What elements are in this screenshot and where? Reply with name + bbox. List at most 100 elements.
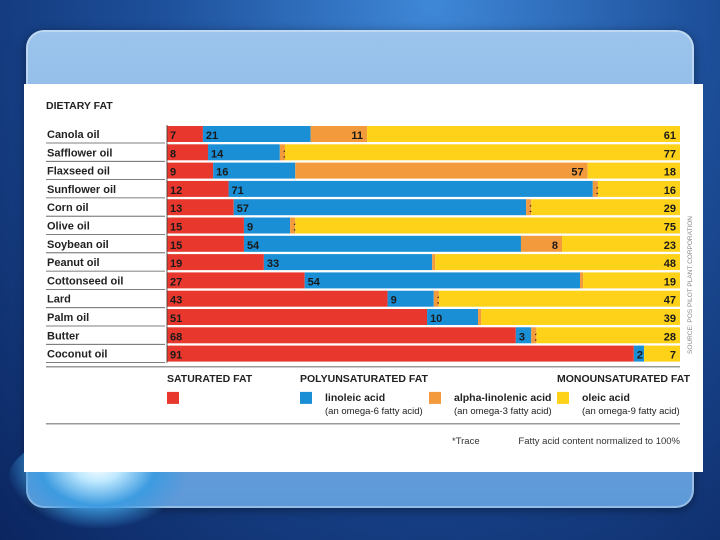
- data-label-saturated: 13: [170, 203, 182, 215]
- category-label: Canola oil: [47, 129, 100, 141]
- bar-segment-linoleic: [213, 162, 296, 179]
- bar-segment-oleic: [367, 126, 680, 142]
- bar-segment-saturated: [167, 199, 234, 216]
- bar-segment-linoleic: [243, 217, 291, 234]
- data-label-oleic: 61: [664, 130, 676, 142]
- data-label-oleic: 7: [670, 350, 676, 362]
- data-label-oleic: 77: [664, 148, 676, 160]
- legend-swatch-alpha: [429, 391, 441, 404]
- bar-segment-linoleic: [208, 144, 280, 161]
- data-label-oleic: 75: [664, 222, 676, 234]
- category-label: Peanut oil: [47, 257, 100, 269]
- bar-segment-alpha: [433, 290, 439, 307]
- data-label-oleic: 28: [664, 331, 676, 343]
- bar-segment-saturated: [167, 180, 229, 197]
- bar-segment-saturated: [167, 162, 214, 179]
- legend-group-header: MONOUNSATURATED FAT: [557, 373, 691, 385]
- data-label-oleic: 39: [664, 313, 676, 325]
- category-label: Sunflower oil: [47, 184, 116, 196]
- data-label-linoleic: 57: [237, 203, 249, 215]
- data-label-alpha: 57: [571, 167, 583, 179]
- bar-segment-alpha: [580, 272, 584, 289]
- bar-segment-oleic: [644, 345, 680, 362]
- data-label-linoleic: 33: [267, 258, 279, 270]
- legend-item-note: (an omega-9 fatty acid): [582, 406, 680, 417]
- data-label-saturated: 91: [170, 350, 182, 362]
- bar-segment-saturated: [167, 217, 244, 234]
- bar-segment-saturated: [167, 272, 305, 289]
- chart-card: DIETARY FAT SOURCE: POS PILOT PLANT CORP…: [24, 84, 703, 472]
- bar-segment-oleic: [583, 272, 680, 289]
- chart-legend: SATURATED FAT POLYUNSATURATED FAT MONOUNSA…: [46, 373, 691, 447]
- category-label: Palm oil: [47, 312, 89, 324]
- bar-segment-alpha: [295, 162, 588, 179]
- legend-group-header: SATURATED FAT: [167, 373, 253, 385]
- data-label-linoleic: 9: [247, 222, 253, 234]
- bar-segment-linoleic: [202, 126, 311, 142]
- legend-swatch-saturated: [167, 391, 179, 404]
- bar-segment-oleic: [531, 199, 680, 216]
- data-label-oleic: 19: [664, 276, 676, 288]
- legend-item-name: oleic acid: [582, 392, 630, 404]
- bar-segment-saturated: [167, 254, 264, 271]
- bar-segment-linoleic: [515, 327, 532, 344]
- bar-segment-alpha: [279, 144, 285, 161]
- legend-item-note: (an omega-3 fatty acid): [454, 406, 552, 417]
- bar-segment-linoleic: [233, 199, 527, 216]
- data-label-alpha: 8: [552, 240, 558, 252]
- bar-segment-alpha: [432, 254, 436, 271]
- bar-segment-alpha: [531, 327, 537, 344]
- source-note: SOURCE: POS PILOT PLANT CORPORATION: [687, 216, 694, 354]
- data-label-saturated: 43: [170, 295, 182, 307]
- dietary-fat-chart: DIETARY FAT SOURCE: POS PILOT PLANT CORP…: [46, 100, 694, 447]
- data-label-saturated: 51: [170, 313, 182, 325]
- data-label-saturated: 8: [170, 148, 176, 160]
- bar-segment-oleic: [481, 309, 680, 325]
- data-label-alpha: 11: [351, 130, 363, 142]
- data-label-linoleic: 2: [637, 350, 643, 362]
- data-label-saturated: 68: [170, 331, 182, 343]
- data-label-oleic: 29: [664, 203, 676, 215]
- category-label: Cottonseed oil: [47, 275, 123, 287]
- data-label-linoleic: 71: [232, 185, 244, 197]
- data-label-linoleic: 3: [519, 331, 525, 343]
- data-label-oleic: 47: [664, 295, 676, 307]
- data-label-saturated: 15: [170, 222, 182, 234]
- bar-segment-linoleic: [387, 290, 434, 307]
- category-label: Safflower oil: [47, 147, 112, 159]
- category-label: Coconut oil: [47, 349, 108, 361]
- category-label: Flaxseed oil: [47, 166, 110, 178]
- footnote-normalized: Fatty acid content normalized to 100%: [518, 436, 680, 447]
- data-label-saturated: 15: [170, 240, 182, 252]
- bar-segment-saturated: [167, 126, 203, 142]
- bar-segment-saturated: [167, 345, 634, 362]
- bar-segment-saturated: [167, 327, 516, 344]
- bar-segment-alpha: [520, 235, 563, 252]
- data-label-linoleic: 54: [247, 240, 260, 252]
- bar-segment-alpha: [290, 217, 296, 234]
- chart-rows: SOURCE: POS PILOT PLANT CORPORATION Canol…: [46, 125, 694, 368]
- bar-segment-oleic: [587, 162, 680, 179]
- bar-segment-saturated: [167, 235, 244, 252]
- bar-segment-alpha: [310, 126, 368, 142]
- footnote-trace: *Trace: [452, 436, 480, 447]
- bar-segment-alpha: [526, 199, 532, 216]
- category-label: Butter: [47, 330, 80, 342]
- data-label-oleic: 48: [664, 258, 676, 270]
- legend-swatch-oleic: [557, 391, 569, 404]
- bar-segment-alpha: [478, 309, 482, 325]
- category-label: Lard: [47, 294, 71, 306]
- legend-item-name: alpha-linolenic acid: [454, 392, 551, 404]
- data-label-linoleic: 9: [391, 295, 397, 307]
- bar-segment-linoleic: [427, 309, 479, 325]
- bar-segment-oleic: [284, 144, 680, 161]
- data-label-linoleic: 10: [430, 313, 442, 325]
- category-label: Corn oil: [47, 202, 89, 214]
- bar-segment-saturated: [167, 144, 209, 161]
- data-label-linoleic: 21: [206, 130, 218, 142]
- legend-group-header: POLYUNSATURATED FAT: [300, 373, 429, 385]
- bar-segment-oleic: [438, 290, 680, 307]
- legend-item-name: linoleic acid: [325, 392, 385, 404]
- data-label-oleic: 16: [664, 185, 676, 197]
- data-label-saturated: 27: [170, 276, 182, 288]
